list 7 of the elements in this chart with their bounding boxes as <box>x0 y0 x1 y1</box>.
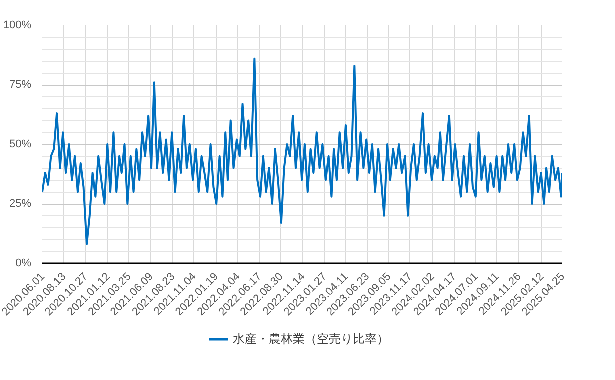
y-tick-label: 0% <box>16 258 32 270</box>
y-tick-label: 25% <box>9 198 32 210</box>
line-series <box>42 58 562 246</box>
legend-label: 水産・農林業（空売り比率） <box>233 330 389 348</box>
y-tick-label: 50% <box>9 138 32 150</box>
y-tick-label: 100% <box>3 20 32 32</box>
y-tick-label: 75% <box>9 79 32 91</box>
